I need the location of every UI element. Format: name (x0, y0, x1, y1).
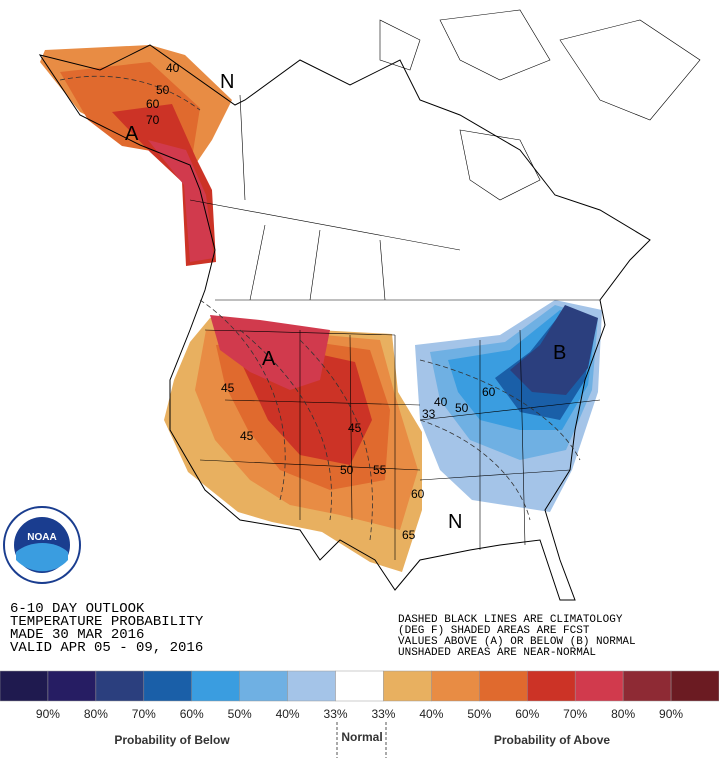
contour-label: 65 (402, 528, 416, 542)
contour-label: 45 (240, 429, 254, 443)
legend-swatch (143, 670, 192, 702)
contour-label: 45 (221, 381, 235, 395)
legend-label: 40% (276, 707, 300, 721)
above-caption: Probability of Above (494, 733, 611, 747)
legend-swatch (670, 670, 719, 702)
legend-label: 90% (36, 707, 60, 721)
notes-block: DASHED BLACK LINES ARE CLIMATOLOGY (DEG … (398, 614, 636, 659)
normal-marker: N (448, 511, 462, 533)
contour-label: 55 (373, 463, 387, 477)
legend-swatch (95, 670, 145, 702)
logo-text: NOAA (27, 532, 56, 543)
legend-swatch (383, 670, 432, 702)
legend-swatch (287, 670, 336, 702)
legend-swatch (431, 670, 480, 702)
legend-label: 60% (180, 707, 204, 721)
note-line: (DEG F) SHADED AREAS ARE FCST (398, 625, 590, 637)
legend-label: 33% (324, 707, 348, 721)
title-line: TEMPERATURE PROBABILITY (10, 614, 204, 630)
legend-label: 33% (371, 707, 395, 721)
legend-swatch (335, 670, 384, 702)
legend-swatch (239, 670, 288, 702)
legend: 90% 80% 70% 60% 50% 40% 33% 33% 40% 50% 60% 70% 80% 9… (0, 670, 719, 721)
above-marker: A (125, 123, 139, 145)
legend-swatch (47, 670, 97, 702)
normal-caption: Normal (341, 730, 382, 744)
contour-label: 50 (455, 401, 469, 415)
note-line: VALUES ABOVE (A) OR BELOW (B) NORMAL (398, 636, 636, 648)
contour-label: 40 (434, 395, 448, 409)
title-line: VALID APR 05 - 09, 2016 (10, 640, 203, 656)
legend-swatch (622, 670, 672, 702)
contour-label: 33 (422, 407, 436, 421)
title-block: 6-10 DAY OUTLOOK TEMPERATURE PROBABILITY… (10, 601, 204, 656)
legend-swatch (0, 670, 49, 702)
legend-label: 50% (228, 707, 252, 721)
legend-label: 60% (515, 707, 539, 721)
legend-swatch (527, 670, 576, 702)
note-line: DASHED BLACK LINES ARE CLIMATOLOGY (398, 614, 623, 626)
map-labels: A A B N N 40 50 60 70 33 40 50 60 45 45 … (125, 61, 566, 542)
legend-swatch (574, 670, 624, 702)
normal-marker: N (220, 71, 234, 93)
contour-label: 45 (348, 421, 362, 435)
above-marker: A (262, 348, 276, 370)
legend-label: 70% (563, 707, 587, 721)
legend-swatch (479, 670, 528, 702)
forecast-shading (40, 45, 602, 572)
legend-label: 50% (467, 707, 491, 721)
legend-label: 70% (132, 707, 156, 721)
note-line: UNSHADED AREAS ARE NEAR-NORMAL (398, 647, 596, 659)
legend-label: 80% (84, 707, 108, 721)
contour-label: 60 (411, 487, 425, 501)
contour-label: 60 (482, 385, 496, 399)
contour-label: 40 (166, 61, 180, 75)
contour-label: 70 (146, 113, 160, 127)
below-marker: B (553, 342, 566, 364)
below-caption: Probability of Below (114, 733, 230, 747)
legend-label: 90% (659, 707, 683, 721)
title-line: MADE 30 MAR 2016 (10, 627, 144, 643)
legend-label: 40% (419, 707, 443, 721)
legend-label: 80% (611, 707, 635, 721)
contour-label: 50 (156, 83, 170, 97)
contour-label: 50 (340, 463, 354, 477)
legend-swatch (191, 670, 240, 702)
title-line: 6-10 DAY OUTLOOK (10, 601, 145, 617)
map-outlines (38, 9, 701, 601)
contour-label: 60 (146, 97, 160, 111)
noaa-logo: NOAA (3, 506, 81, 584)
